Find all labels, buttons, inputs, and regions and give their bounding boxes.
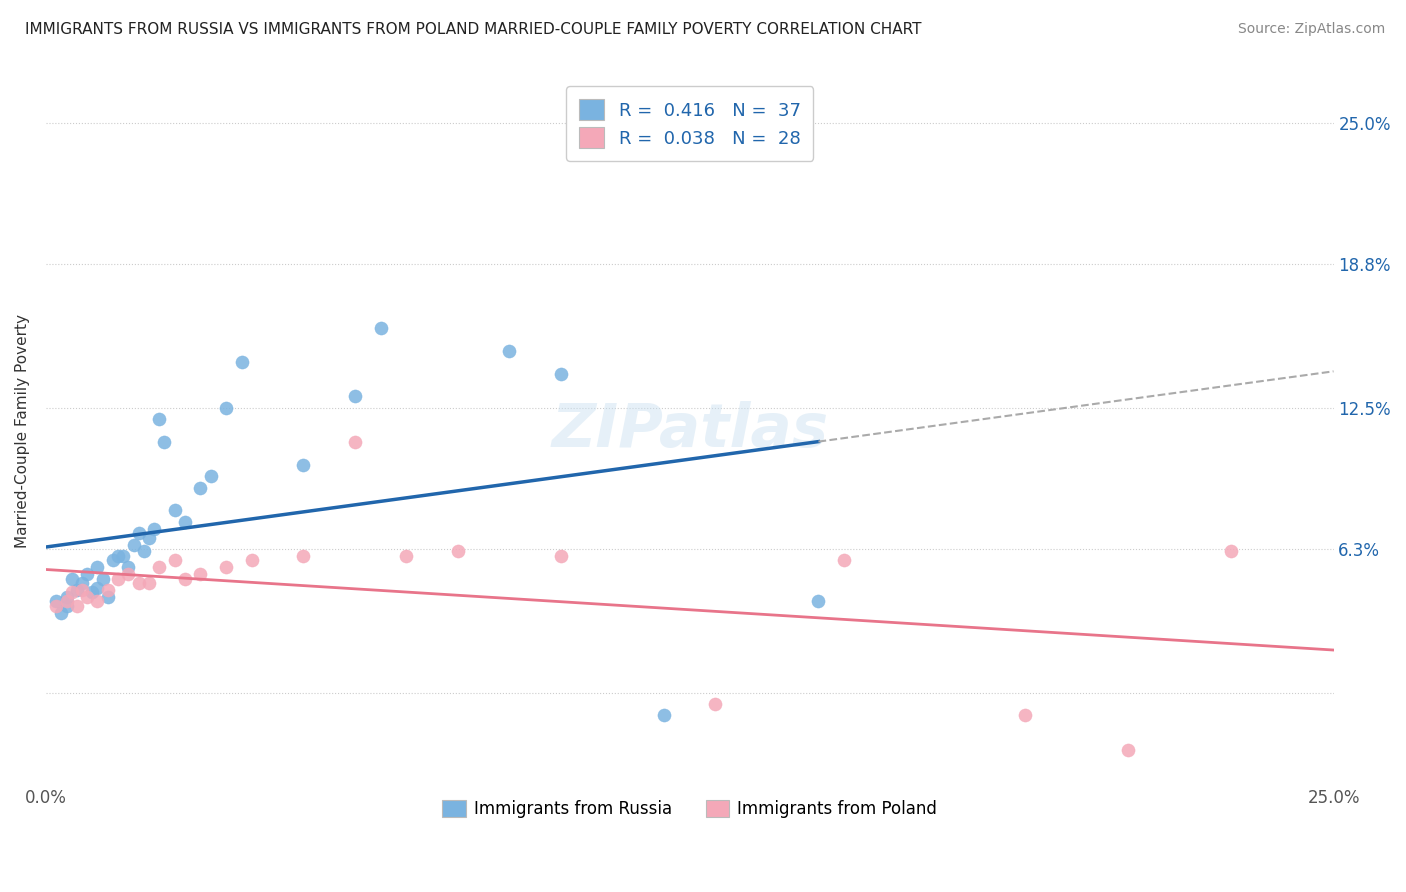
Point [132,544,155,558]
Point [704,697,727,711]
Legend: Immigrants from Russia, Immigrants from Poland: Immigrants from Russia, Immigrants from … [436,793,943,825]
Point [1219,544,1241,558]
Point [550,367,572,381]
Point [190,481,212,495]
Point [55,599,77,613]
Point [55,590,77,604]
Point [190,567,212,582]
Point [86,594,108,608]
Point [97,583,120,598]
Point [66,599,89,613]
Point [148,560,170,574]
Point [343,434,366,449]
Point [200,469,222,483]
Text: Source: ZipAtlas.com: Source: ZipAtlas.com [1237,22,1385,37]
Point [832,553,855,567]
Point [66,583,89,598]
Point [163,553,186,567]
Point [231,355,253,369]
Text: IMMIGRANTS FROM RUSSIA VS IMMIGRANTS FROM POLAND MARRIED-COUPLE FAMILY POVERTY C: IMMIGRANTS FROM RUSSIA VS IMMIGRANTS FRO… [25,22,922,37]
Point [138,531,160,545]
Point [174,572,197,586]
Point [148,412,170,426]
Point [97,590,120,604]
Text: ZIPatlas: ZIPatlas [551,401,828,460]
Point [128,576,150,591]
Y-axis label: Married-Couple Family Poverty: Married-Couple Family Poverty [15,314,30,548]
Point [215,401,238,415]
Point [117,560,139,574]
Point [60,585,83,599]
Point [86,581,108,595]
Point [292,458,315,472]
Point [45,594,67,608]
Point [45,599,67,613]
Point [498,343,520,358]
Point [82,585,104,599]
Point [163,503,186,517]
Point [128,526,150,541]
Point [652,708,675,723]
Point [107,549,129,563]
Point [138,576,160,591]
Point [107,572,129,586]
Point [1014,708,1036,723]
Point [122,537,145,551]
Point [174,515,197,529]
Point [76,590,98,604]
Point [70,583,93,598]
Point [343,389,366,403]
Point [112,549,135,563]
Point [55,594,77,608]
Point [76,567,98,582]
Point [447,544,470,558]
Point [101,553,124,567]
Point [292,549,315,563]
Point [1116,742,1139,756]
Point [550,549,572,563]
Point [51,606,73,620]
Point [215,560,238,574]
Point [143,522,166,536]
Point [86,560,108,574]
Point [807,594,830,608]
Point [240,553,263,567]
Point [117,567,139,582]
Point [60,572,83,586]
Point [153,434,176,449]
Point [370,321,392,335]
Point [395,549,418,563]
Point [70,576,93,591]
Point [91,572,114,586]
